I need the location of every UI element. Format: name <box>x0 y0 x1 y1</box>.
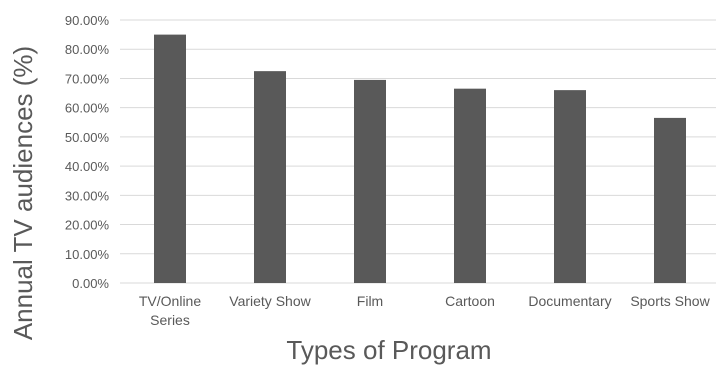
x-category-label: Sports Show <box>630 293 710 309</box>
x-category-label-line: Documentary <box>528 293 611 309</box>
y-tick-label: 40.00% <box>65 159 110 174</box>
x-category-label: TV/Online Series <box>139 293 201 328</box>
x-category-label: Documentary <box>528 293 611 309</box>
x-category-label-line: Cartoon <box>445 293 495 309</box>
y-tick-label: 90.00% <box>65 13 110 28</box>
y-tick-label: 60.00% <box>65 101 110 116</box>
x-category-label-line: Film <box>357 293 383 309</box>
x-category-labels: TV/Online Series Variety Show Film Cartoon Do… <box>139 293 711 328</box>
bar <box>554 90 586 283</box>
x-category-label: Film <box>357 293 383 309</box>
gridlines <box>120 19 716 284</box>
x-category-label-line: TV/Online <box>139 293 201 309</box>
y-tick-label: 50.00% <box>65 130 110 145</box>
bar <box>354 79 386 284</box>
y-tick-label: 10.00% <box>65 247 110 262</box>
x-category-label-line: Sports Show <box>630 293 710 309</box>
y-tick-label: 0.00% <box>72 276 109 291</box>
x-category-label-line: Series <box>150 312 190 328</box>
x-category-label: Variety Show <box>229 293 311 309</box>
bar <box>654 117 686 284</box>
y-tick-label: 80.00% <box>65 42 110 57</box>
bar <box>254 71 286 283</box>
x-axis-title: Types of Program <box>286 335 491 365</box>
y-tick-label: 70.00% <box>65 71 110 86</box>
bars <box>154 34 686 284</box>
y-tick-label: 20.00% <box>65 218 110 233</box>
x-category-label: Cartoon <box>445 293 495 309</box>
y-tick-label: 30.00% <box>65 188 110 203</box>
bar <box>154 34 186 283</box>
x-category-label-line: Variety Show <box>229 293 311 309</box>
y-axis-title: Annual TV audiences (%) <box>8 46 38 340</box>
bar <box>454 88 486 283</box>
y-tick-labels: 0.00% 10.00% 20.00% 30.00% 40.00% 50.00% 60.00… <box>65 13 110 291</box>
